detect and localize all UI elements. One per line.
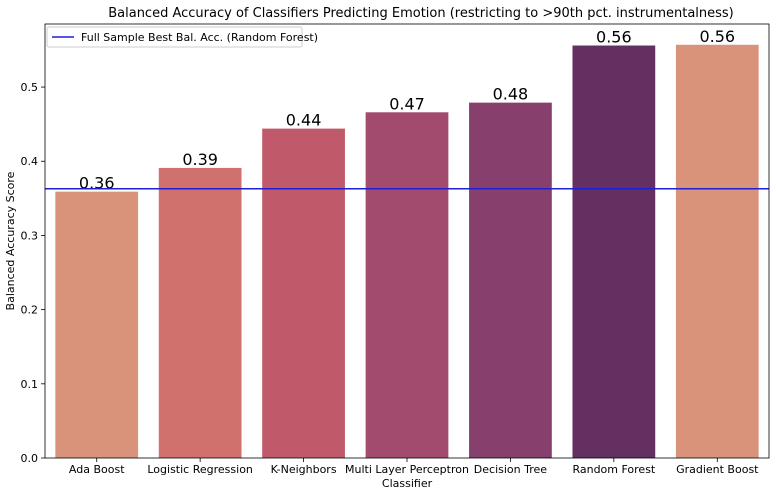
bar-value-label: 0.56	[596, 28, 632, 47]
legend-label: Full Sample Best Bal. Acc. (Random Fores…	[81, 31, 318, 44]
bar-multi-layer-perceptron	[365, 112, 449, 459]
bar-k-neighbors	[262, 128, 345, 458]
bar-gradient-boost	[675, 44, 759, 459]
y-axis-label: Balanced Accuracy Score	[4, 171, 17, 310]
value-labels-group: 0.36 0.39 0.44 0.47 0.48 0.56 0.56	[79, 27, 735, 193]
y-tick-label: 0.0	[21, 452, 39, 465]
y-axis: 0.0 0.1 0.2 0.3 0.4 0.5	[21, 81, 45, 465]
bar-decision-tree	[469, 102, 552, 458]
bar-value-label: 0.47	[389, 94, 425, 113]
bar-value-label: 0.44	[286, 111, 322, 130]
bar-random-forest	[572, 45, 656, 459]
x-axis: Ada Boost Logistic Regression K-Neighbors M…	[69, 458, 759, 476]
x-tick-label: Ada Boost	[69, 463, 125, 476]
x-axis-label: Classifier	[382, 477, 433, 490]
y-tick-label: 0.3	[21, 229, 39, 242]
y-tick-label: 0.2	[21, 304, 39, 317]
bar-ada-boost	[55, 191, 139, 458]
bars-group	[55, 44, 759, 459]
x-tick-label: Multi Layer Perceptron	[345, 463, 469, 476]
bar-value-label: 0.36	[79, 174, 115, 193]
y-tick-label: 0.1	[21, 378, 39, 391]
legend: Full Sample Best Bal. Acc. (Random Fores…	[46, 26, 318, 48]
x-tick-label: Random Forest	[572, 463, 655, 476]
bar-value-label: 0.56	[699, 27, 735, 46]
x-tick-label: K-Neighbors	[271, 463, 337, 476]
bar-value-label: 0.48	[493, 85, 529, 104]
legend-box	[46, 26, 303, 48]
plot-frame	[44, 23, 770, 459]
x-tick-label: Decision Tree	[474, 463, 547, 476]
bar-value-label: 0.39	[182, 150, 218, 169]
x-tick-label: Gradient Boost	[676, 463, 759, 476]
bar-logistic-regression	[158, 167, 242, 458]
x-tick-label: Logistic Regression	[147, 463, 253, 476]
chart-title: Balanced Accuracy of Classifiers Predict…	[108, 6, 734, 21]
y-tick-label: 0.4	[21, 155, 39, 168]
y-tick-label: 0.5	[21, 81, 39, 94]
